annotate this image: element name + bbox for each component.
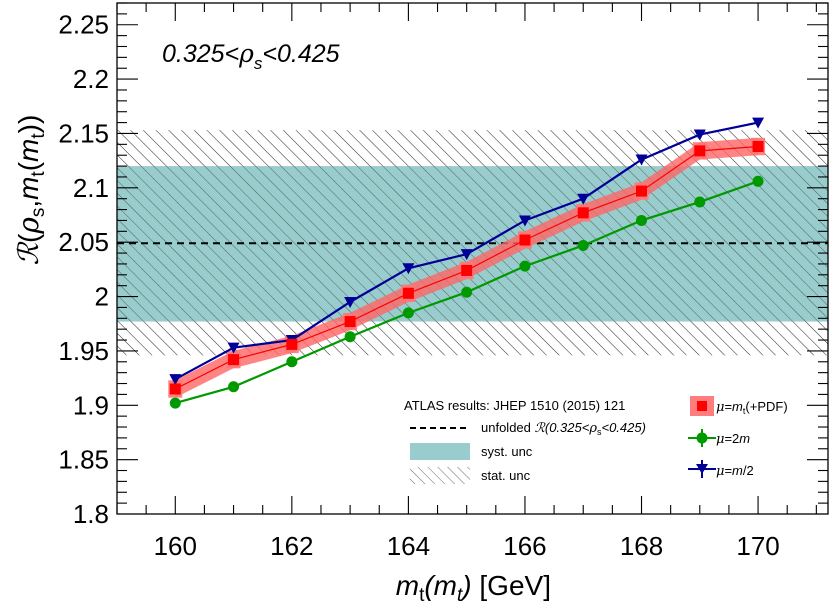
legend-half-label: μ=m/2 — [716, 463, 754, 479]
series-2m-point — [636, 214, 648, 226]
x-tick-label: 162 — [270, 531, 313, 561]
y-axis-title: ℛ(ρs,mt(mt)) — [12, 115, 49, 266]
series-2m-point — [344, 331, 356, 343]
series-mt-point — [169, 383, 181, 395]
legend-stat-label: stat. unc — [481, 468, 531, 483]
x-axis-title: mt(mt) [GeV] — [396, 570, 551, 603]
x-tick-label: 170 — [736, 531, 779, 561]
series-half-point — [752, 117, 765, 129]
series-mt-point — [286, 338, 298, 350]
legend-syst-swatch — [410, 443, 470, 460]
series-half-point — [402, 263, 415, 275]
series-half-point — [577, 193, 590, 205]
series-half-point — [635, 154, 648, 166]
series-2m-point — [402, 307, 414, 319]
series-mt-point — [344, 316, 356, 328]
legend-half-swatch-marker — [696, 464, 708, 474]
series-layer — [168, 117, 766, 409]
y-tick-label: 2.1 — [73, 173, 109, 203]
x-tick-label: 160 — [154, 531, 197, 561]
y-tick-label: 1.95 — [58, 336, 109, 366]
y-tick-label: 2.15 — [58, 118, 109, 148]
series-half-point — [518, 215, 531, 227]
series-2m-point — [228, 381, 240, 393]
series-2m-point — [577, 239, 589, 251]
series-2m-point — [461, 286, 473, 298]
legend-mt-swatch-marker — [697, 401, 707, 411]
series-2m-point — [752, 175, 764, 187]
y-tick-label: 1.85 — [58, 445, 109, 475]
series-half-point — [693, 129, 706, 141]
series-mt-point — [519, 234, 531, 246]
series-2m-point — [694, 196, 706, 208]
legend-right: μ=mt(+PDF) μ=2m μ=m/2 — [688, 396, 788, 479]
legend-mt-label: μ=mt(+PDF) — [716, 399, 788, 416]
series-mt-point — [402, 287, 414, 299]
x-tick-label: 166 — [503, 531, 546, 561]
x-tick-label: 164 — [387, 531, 430, 561]
y-tick-label: 2 — [95, 282, 109, 312]
x-tick-label: 168 — [620, 531, 663, 561]
plot-frame — [116, 2, 829, 515]
series-2m-point — [519, 260, 531, 272]
y-tick-label: 1.9 — [73, 390, 109, 420]
series-half-point — [460, 249, 473, 261]
series-mt-point — [577, 207, 589, 219]
y-tick-label: 2.2 — [73, 64, 109, 94]
legend-stat-swatch — [410, 467, 470, 484]
series-half-point — [344, 296, 357, 308]
legend-left: ATLAS results: JHEP 1510 (2015) 121 unfo… — [404, 398, 646, 484]
legend-2m-swatch-marker — [696, 432, 708, 444]
series-mt-point — [694, 145, 706, 157]
legend-header: ATLAS results: JHEP 1510 (2015) 121 — [404, 398, 625, 413]
series-mt-point — [461, 264, 473, 276]
series-2m-point — [169, 397, 181, 409]
legend-unfolded-label: unfolded ℛ(0.325<ρs<0.425) — [481, 420, 646, 437]
series-mt-point — [636, 185, 648, 197]
y-tick-label: 2.05 — [58, 227, 109, 257]
series-half-point — [227, 342, 240, 354]
legend-2m-label: μ=2m — [716, 431, 750, 447]
series-mt-point — [752, 141, 764, 153]
legend-syst-label: syst. unc — [481, 444, 533, 459]
y-tick-label: 2.25 — [58, 10, 109, 40]
y-tick-label: 1.8 — [73, 499, 109, 529]
series-mt-point — [228, 354, 240, 366]
series-half-point — [169, 374, 182, 386]
rho-range-annotation: 0.325<ρs<0.425 — [162, 39, 340, 73]
series-2m-point — [286, 356, 298, 368]
